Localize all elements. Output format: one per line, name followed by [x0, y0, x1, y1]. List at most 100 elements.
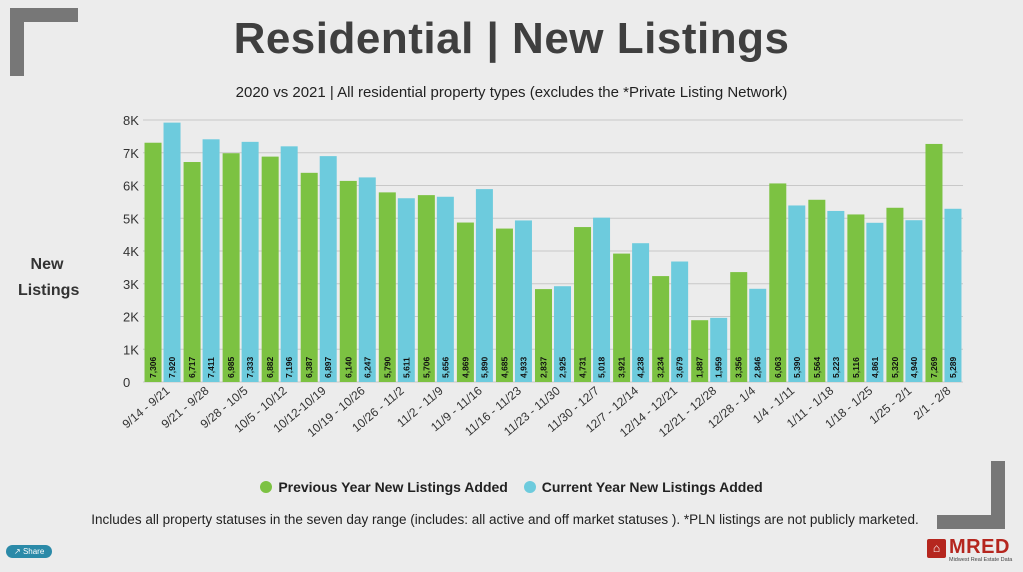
bar-current	[475, 189, 493, 382]
y-tick-label: 7K	[123, 146, 139, 161]
bar-current	[788, 205, 806, 382]
data-label: 5,656	[440, 356, 450, 378]
bar-current	[866, 222, 884, 382]
data-label: 5,018	[597, 356, 607, 378]
x-tick-label: 1/25 - 2/1	[867, 383, 915, 427]
chart-subtitle: 2020 vs 2021 | All residential property …	[235, 84, 788, 101]
data-label: 5,390	[792, 356, 802, 378]
bar-previous	[495, 228, 513, 382]
bar-previous	[847, 214, 865, 382]
bar-previous	[730, 272, 748, 382]
bar-current	[280, 146, 298, 382]
data-label: 7,196	[284, 356, 294, 378]
bar-current	[944, 208, 962, 382]
data-label: 6,717	[187, 356, 197, 378]
data-label: 4,869	[460, 356, 470, 378]
bar-previous	[300, 172, 318, 382]
bar-current	[749, 288, 767, 382]
data-label: 4,940	[909, 356, 919, 378]
corner-bracket-top-left	[10, 8, 78, 76]
legend-dot-current	[523, 481, 536, 493]
bar-current	[632, 243, 650, 382]
data-label: 6,882	[265, 356, 275, 378]
y-tick-label: 6K	[123, 179, 139, 194]
mred-logo-icon: ⌂	[927, 539, 946, 558]
legend-dot-previous	[260, 481, 273, 493]
legend-item-previous: Previous Year New Listings Added	[260, 479, 508, 495]
data-label: 5,320	[890, 356, 900, 378]
legend-label-previous: Previous Year New Listings Added	[278, 479, 508, 495]
bar-current	[710, 317, 728, 382]
data-label: 5,223	[831, 356, 841, 378]
data-label: 5,289	[948, 356, 958, 378]
bar-previous	[535, 289, 552, 382]
bar-current	[554, 286, 571, 382]
y-tick-label: 3K	[123, 277, 139, 292]
y-tick-label: 5K	[123, 211, 139, 226]
bar-current	[671, 261, 689, 382]
data-label: 2,925	[558, 356, 568, 378]
bar-previous	[925, 143, 943, 382]
bar-previous	[222, 153, 240, 382]
bar-previous	[417, 195, 435, 382]
data-label: 6,247	[362, 356, 372, 378]
y-axis-label: New Listings	[18, 256, 80, 299]
bar-current	[202, 139, 220, 382]
share-button[interactable]: ↗ Share	[6, 545, 53, 558]
bar-previous	[339, 180, 357, 382]
bar-previous	[183, 162, 201, 382]
bar-previous	[378, 192, 396, 382]
logo-tagline: Midwest Real Estate Data	[949, 557, 1013, 563]
data-label: 7,411	[206, 357, 216, 378]
footnote: Includes all property statuses in the se…	[91, 512, 919, 527]
data-label: 6,985	[226, 356, 236, 378]
data-label: 1,887	[695, 356, 705, 378]
data-label: 5,706	[421, 356, 431, 378]
data-label: 2,846	[753, 356, 763, 378]
bar-current	[397, 198, 415, 382]
data-label: 5,611	[401, 357, 411, 378]
bar-previous	[886, 207, 904, 382]
data-label: 4,933	[518, 356, 528, 378]
bar-previous	[808, 199, 826, 382]
bar-current	[436, 196, 454, 382]
data-label: 3,234	[656, 356, 666, 378]
legend-item-current: Current Year New Listings Added	[523, 479, 763, 495]
chart-legend: Previous Year New Listings Added Current…	[0, 479, 1023, 495]
data-label: 4,685	[499, 356, 509, 378]
data-label: 3,356	[734, 356, 744, 378]
data-label: 5,116	[851, 357, 861, 378]
y-tick-label: 1K	[123, 342, 139, 357]
data-label: 4,731	[578, 356, 588, 378]
bar-current	[163, 122, 181, 383]
bar-current	[514, 220, 532, 382]
y-tick-label: 8K	[123, 113, 139, 128]
data-label: 7,333	[245, 356, 255, 378]
bar-previous	[261, 156, 279, 382]
bar-current	[319, 156, 337, 382]
data-label: 1,959	[714, 356, 724, 378]
logo-name: MRED	[949, 536, 1010, 558]
bar-current	[827, 210, 845, 382]
mred-logo: ⌂ MRED Midwest Real Estate Data	[927, 536, 1019, 567]
share-label: Share	[22, 547, 45, 556]
data-label: 4,238	[636, 356, 646, 378]
bar-previous	[691, 320, 709, 382]
legend-label-current: Current Year New Listings Added	[541, 479, 763, 495]
bar-current	[358, 177, 376, 382]
bar-previous	[144, 142, 162, 382]
data-label: 3,921	[617, 356, 627, 378]
data-label: 7,306	[148, 356, 158, 378]
data-label: 7,269	[929, 356, 939, 378]
y-tick-label: 0	[123, 375, 130, 390]
y-tick-label: 2K	[123, 310, 139, 325]
bar-current	[905, 220, 923, 382]
y-tick-label: 4K	[123, 244, 139, 259]
x-tick-label: 2/1 - 2/8	[911, 383, 954, 422]
data-label: 4,861	[870, 356, 880, 378]
data-label: 7,920	[167, 356, 177, 378]
data-label: 5,790	[382, 356, 392, 378]
data-label: 5,890	[479, 356, 489, 378]
bar-previous	[574, 227, 592, 382]
bar-current	[241, 141, 259, 382]
